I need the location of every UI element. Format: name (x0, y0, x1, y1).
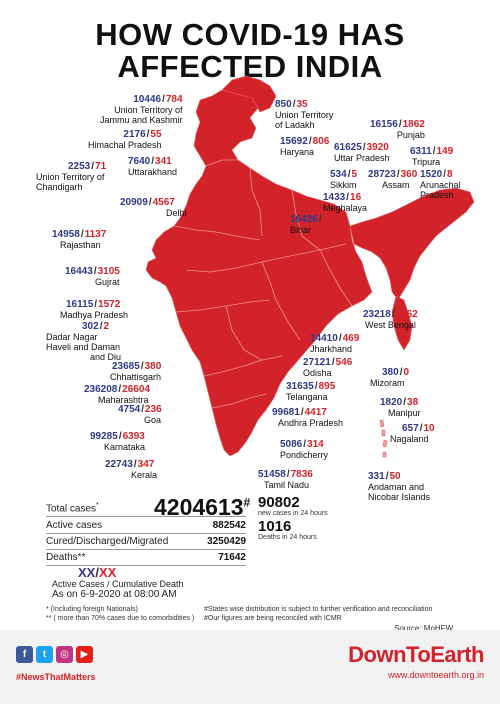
label-madhya-pradesh: 16115/1572 Madhya Pradesh (60, 299, 129, 321)
deaths-24-value: 1016 (258, 518, 292, 535)
active-cases-label: Active cases (46, 520, 103, 531)
label-delhi: 20909/4567 Delhi (120, 197, 187, 219)
india-map (145, 75, 475, 458)
label-gujrat: 16443/3105 Gujrat (65, 266, 120, 288)
title-line-1: HOW COVID-19 HAS (95, 17, 405, 52)
label-arunachal: 1520/8 Arunachal Pradesh (420, 169, 461, 201)
label-ladakh: 850/35 Union Territory of Ladakh (275, 99, 334, 131)
label-jammu-kashmir: 10446/784 Union Territory of Jammu and Ka… (100, 94, 183, 126)
label-chhattisgarh: 23685/380 Chhattisgarh (110, 361, 162, 383)
label-nagaland: 657/10 Nagaland (390, 423, 435, 445)
twitter-icon[interactable]: t (36, 646, 53, 663)
cured-value: 3250429 (207, 536, 246, 547)
label-punjab: 16156/1862 Punjab (370, 119, 425, 141)
andaman-islands-shape (379, 419, 388, 458)
stats-divider-2 (46, 533, 246, 534)
note-comorbidities: ** ( more than 70% cases due to comorbid… (46, 615, 195, 622)
label-rajasthan: 14958/1137 Rajasthan (52, 229, 107, 251)
total-cases-label: Total cases* (46, 502, 99, 515)
note-foreign-nationals: * (Including foreign Nationals) (46, 606, 138, 613)
label-karnataka: 99285/6393 Karnataka (90, 431, 146, 453)
label-chandigarh: 2253/71 Union Territory of Chandigarh (36, 161, 107, 193)
label-dadar-nagar-haveli: 302/2 Dadar Nagar Haveli and Daman and Diu (46, 321, 122, 363)
label-goa: 4754/236 Goa (118, 404, 162, 426)
total-cases-value: 4204613# (154, 494, 251, 520)
legend-date: As on 6-9-2020 at 08:00 AM (52, 589, 177, 600)
label-telangana: 31635/895 Telangana (286, 381, 336, 403)
label-uttarakhand: 7640/341 Uttarakhand (128, 156, 178, 178)
active-cases-value: 882542 (212, 520, 246, 531)
website-url[interactable]: www.downtoearth.org.in (387, 670, 484, 680)
label-west-bengal: 23218/3562 West Bengal (363, 309, 418, 331)
label-pondicherry: 5086/314 Pondicherry (280, 439, 329, 461)
legend-text: Active Cases / Cumulative Death (52, 579, 184, 589)
deaths-value: 71642 (218, 552, 246, 563)
label-kerala: 22743/347 Kerala (105, 459, 158, 481)
label-himachal-pradesh: 2176/55 Himachal Pradesh (88, 129, 162, 151)
deaths-24-label: Deaths in 24 hours (258, 534, 317, 541)
deaths-label: Deaths** (46, 552, 86, 563)
cured-label: Cured/Discharged/Migrated (46, 536, 169, 547)
hashtag-text: #NewsThatMatters (16, 672, 96, 682)
label-andaman-nicobar: 331/50 Andaman and Nicobar Islands (368, 471, 431, 503)
label-manipur: 1820/38 Manipur (380, 397, 421, 419)
instagram-icon[interactable]: ◎ (56, 646, 73, 663)
label-meghalaya: 1433/16 Meghalaya (323, 192, 368, 214)
new-cases-value: 90802 (258, 494, 300, 511)
stats-divider-3 (46, 549, 246, 550)
youtube-icon[interactable]: ▶ (76, 646, 93, 663)
footer: f t ◎ ▶ #NewsThatMatters DownToEarth www… (0, 630, 500, 704)
note-icmr: #Our figures are being reconciled with I… (204, 615, 342, 622)
label-mizoram: 380/0 Mizoram (370, 367, 410, 389)
label-tripura: 6311/149 Tripura (410, 146, 454, 168)
north-region-shape (221, 75, 277, 113)
label-jharkhand: 14410/469 Jharkhand (310, 333, 360, 355)
northeast-region-shape (349, 187, 475, 301)
stats-divider-4 (46, 565, 246, 566)
source-label: Source: MoHFW (394, 624, 454, 633)
label-maharashtra: 236208/26604 Maharashtra (84, 384, 150, 406)
brand-logo: DownToEarth (348, 642, 484, 667)
label-tamil-nadu: 51458/7836 Tamil Nadu (258, 469, 313, 491)
stats-divider-1 (46, 516, 246, 517)
label-haryana: 15692/806 Haryana (280, 136, 330, 158)
legend-key: XX/XX (78, 565, 117, 580)
label-sikkim: 534/5 Sikkim (330, 169, 358, 191)
label-bihar: 16426/750 Bihar (290, 214, 340, 236)
facebook-icon[interactable]: f (16, 646, 33, 663)
label-odisha: 27121/546 Odisha (303, 357, 353, 379)
note-states-distribution: #States wise distribution is subject to … (204, 606, 433, 613)
northeast-tail-shape (391, 295, 413, 351)
new-cases-label: new cases in 24 hours (258, 510, 328, 517)
label-uttar-pradesh: 61625/3920 Uttar Pradesh (334, 142, 390, 164)
label-assam: 28723/360 Assam (368, 169, 418, 191)
label-andhra-pradesh: 99681/4417 Andhra Pradesh (272, 407, 344, 429)
india-mainland-shape (145, 85, 373, 457)
